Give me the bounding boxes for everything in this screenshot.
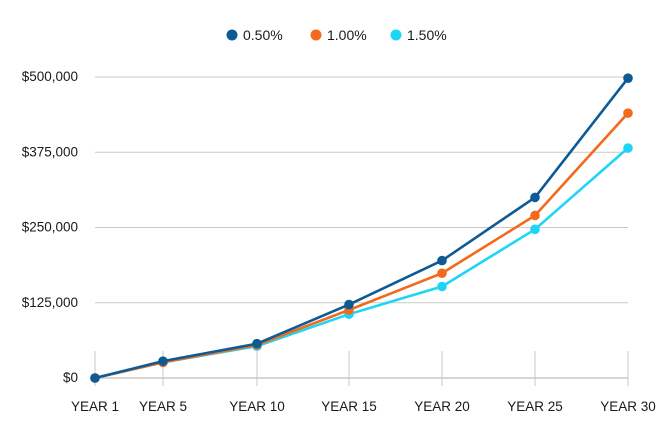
x-tick-label: YEAR 10 xyxy=(229,399,285,414)
y-tick-label: $250,000 xyxy=(22,220,78,235)
data-series xyxy=(90,73,633,383)
data-point xyxy=(437,268,447,279)
grid-lines xyxy=(95,76,628,304)
y-tick-label: $0 xyxy=(63,370,78,385)
x-tick-label: YEAR 25 xyxy=(507,399,563,414)
data-point xyxy=(530,210,540,221)
x-tick-label: YEAR 20 xyxy=(414,399,470,414)
x-tick-label: YEAR 30 xyxy=(600,399,656,414)
data-point xyxy=(437,255,447,266)
legend-marker xyxy=(226,29,238,41)
data-point xyxy=(437,281,447,292)
y-tick-label: $500,000 xyxy=(22,69,78,84)
legend-label: 0.50% xyxy=(243,27,283,43)
data-point xyxy=(158,356,168,366)
data-point xyxy=(252,338,262,349)
data-point xyxy=(344,299,354,310)
legend-label: 1.50% xyxy=(407,27,447,43)
data-point xyxy=(530,224,540,235)
data-point xyxy=(530,192,540,203)
data-point xyxy=(623,143,633,153)
y-tick-label: $125,000 xyxy=(22,295,78,310)
x-tick-labels: YEAR 1 YEAR 5 YEAR 10 YEAR 15 YEAR 20 YEAR 25… xyxy=(71,399,656,414)
data-point xyxy=(623,108,633,118)
legend-marker xyxy=(310,29,322,41)
series-line xyxy=(94,77,630,380)
legend: 0.50% 1.00% 1.50% xyxy=(226,27,447,43)
data-point xyxy=(90,373,100,383)
legend-marker xyxy=(390,29,402,41)
axes xyxy=(94,351,629,386)
legend-label: 1.00% xyxy=(327,27,367,43)
y-tick-labels: $0 $125,000 $250,000 $375,000 $500,000 xyxy=(22,69,78,385)
series-line xyxy=(94,112,629,380)
data-point xyxy=(623,73,633,84)
x-tick-label: YEAR 1 xyxy=(71,399,119,414)
x-tick-label: YEAR 15 xyxy=(321,399,377,414)
y-tick-label: $375,000 xyxy=(22,144,78,159)
x-tick-label: YEAR 5 xyxy=(139,399,187,414)
